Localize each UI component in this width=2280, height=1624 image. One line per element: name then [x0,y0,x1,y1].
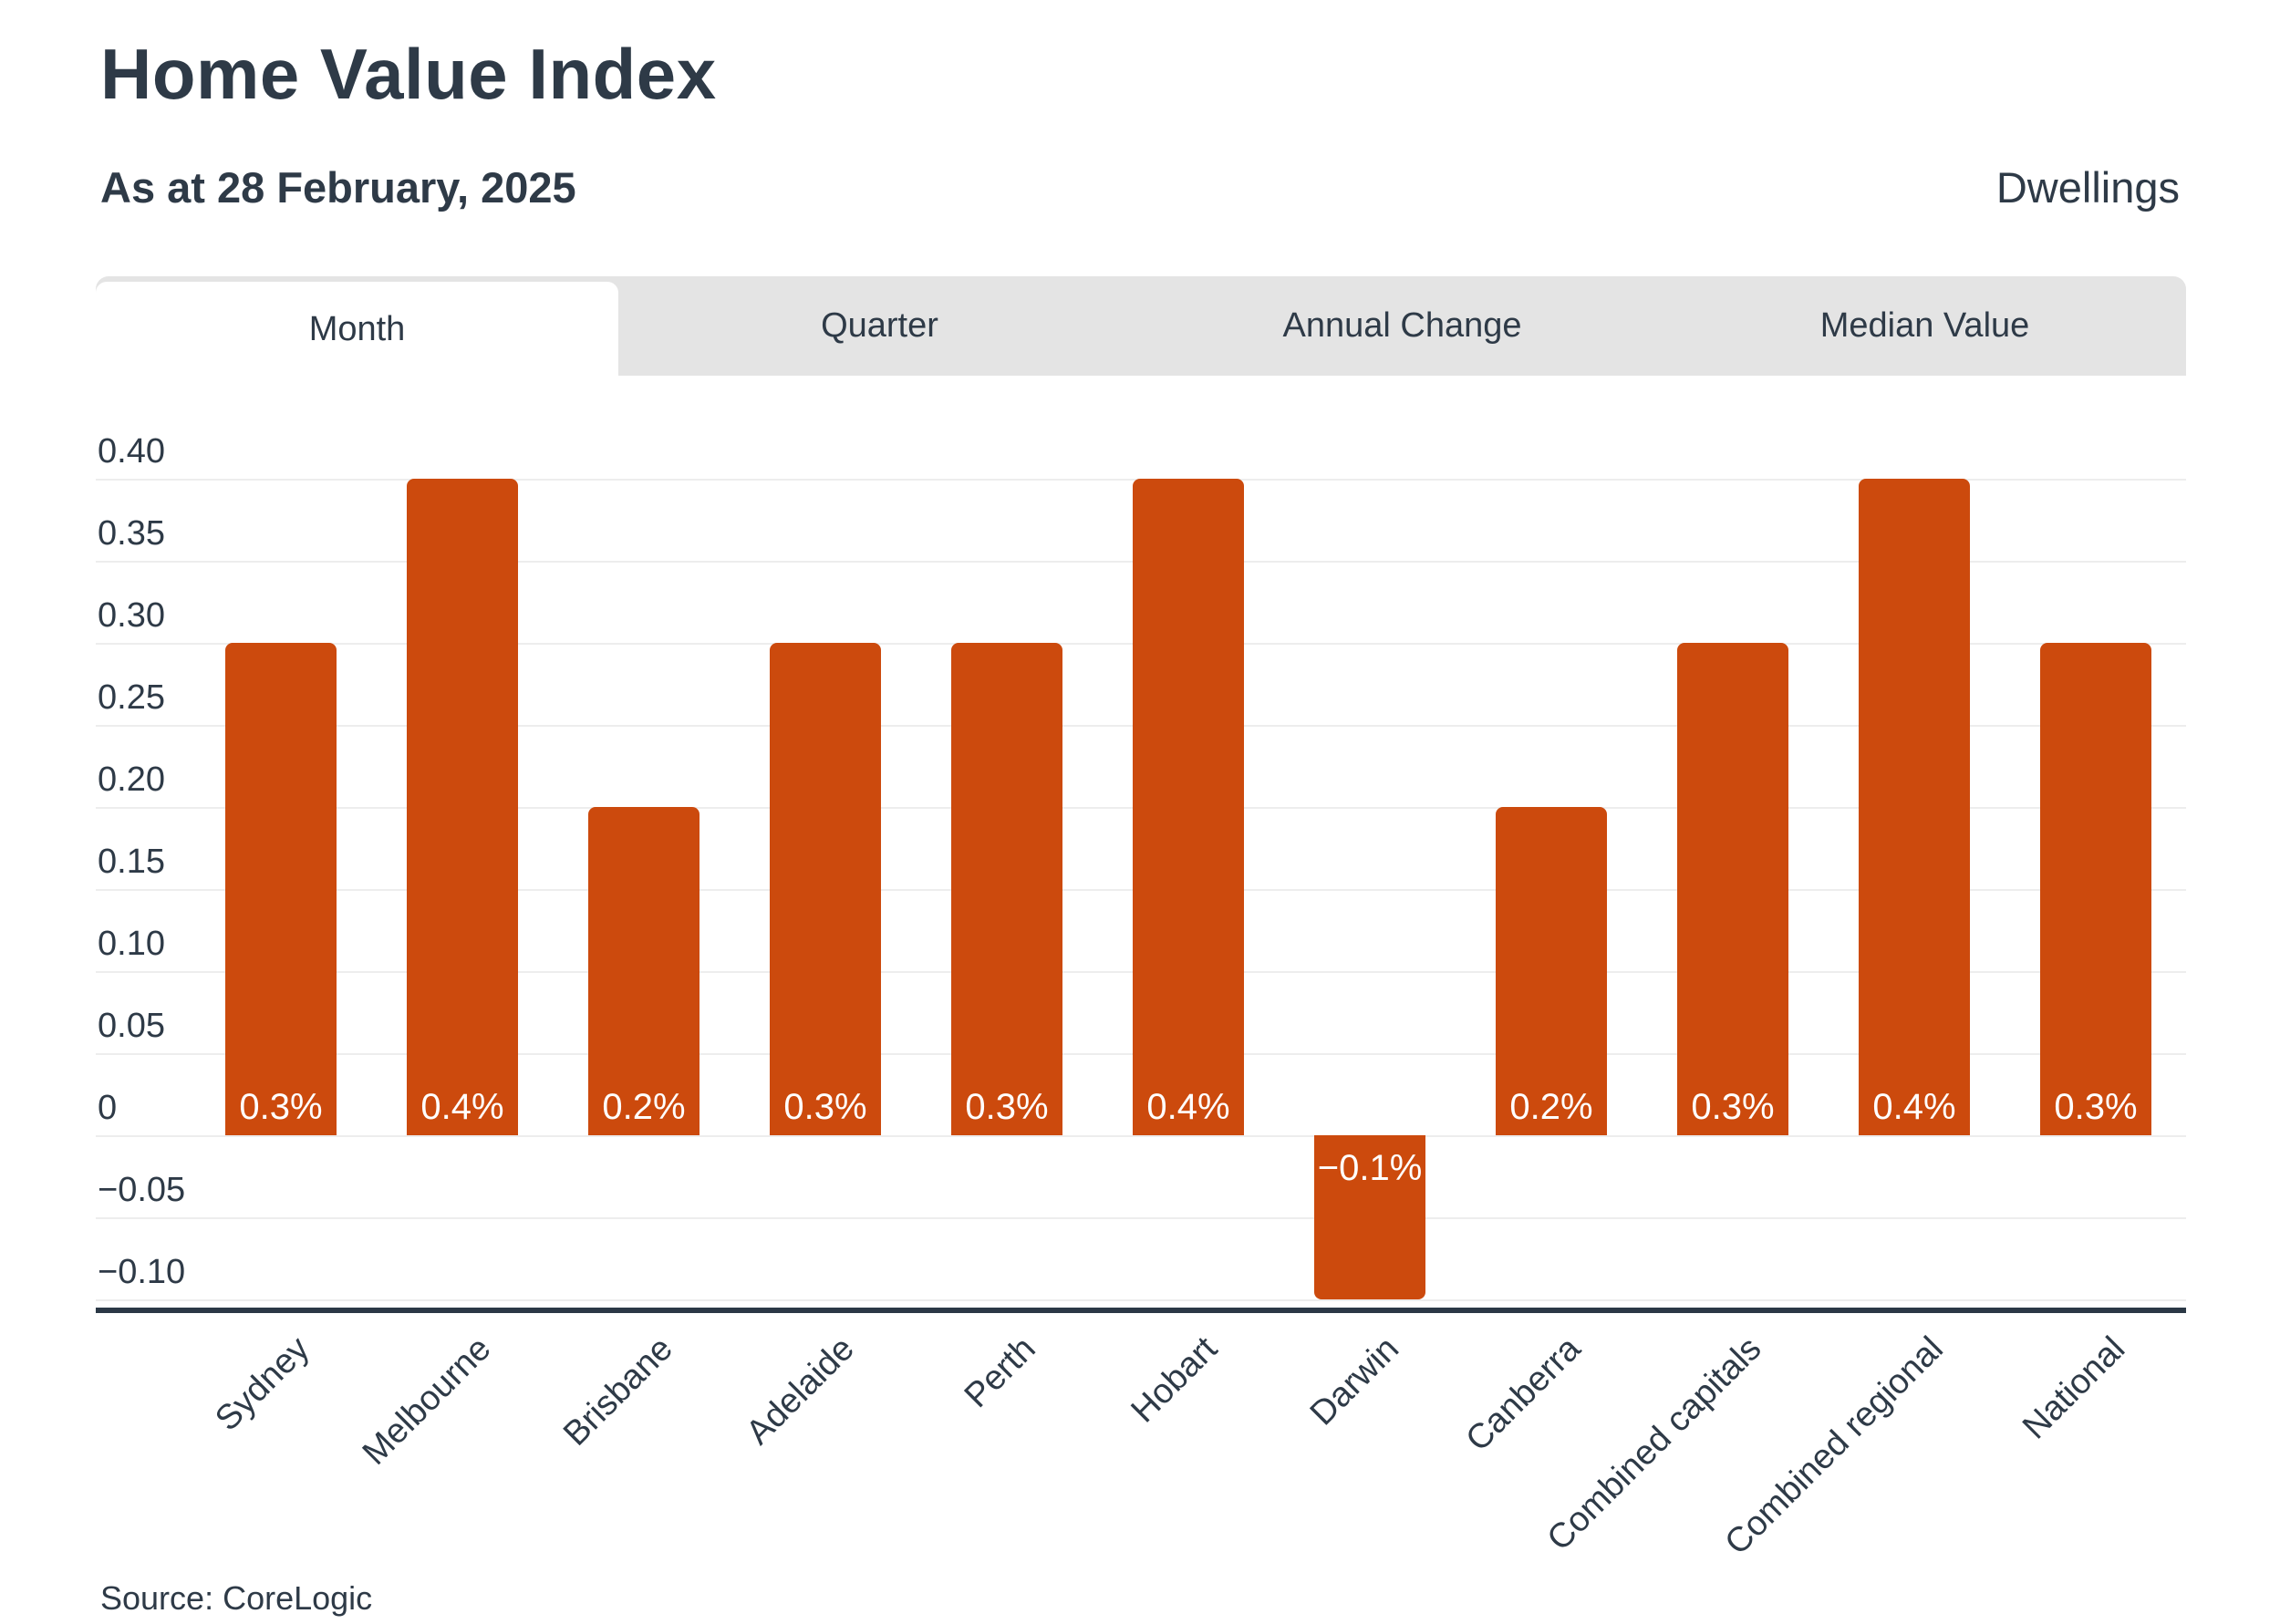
gridline [96,1299,2186,1301]
gridline [96,1217,2186,1219]
bar-hobart: 0.4% [1133,479,1244,1135]
tab-quarter[interactable]: Quarter [618,276,1141,376]
tab-month[interactable]: Month [96,282,618,378]
bar-national: 0.3% [2040,643,2151,1135]
bar-value-label: 0.3% [965,1087,1049,1127]
y-axis-tick-label: −0.05 [98,1171,186,1209]
bar-value-label: 0.3% [2054,1087,2138,1127]
tab-label: Month [308,310,406,348]
dwellings-label: Dwellings [1995,163,2180,212]
y-axis-tick-label: 0.10 [98,925,165,963]
bar-value-label: −0.1% [1317,1148,1423,1188]
bar-value-label: 0.4% [1146,1087,1230,1127]
bar-value-label: 0.2% [1509,1087,1593,1127]
x-axis-label-darwin: Darwin [1302,1329,1406,1433]
x-axis-label-hobart: Hobart [1124,1329,1225,1431]
y-axis-tick-label: 0.30 [98,596,165,635]
x-axis-label-melbourne: Melbourne [356,1329,499,1473]
tab-label: Annual Change [1282,306,1522,345]
y-axis-tick-label: 0.05 [98,1007,165,1045]
y-axis-tick-label: 0.25 [98,678,165,717]
y-axis-tick-label: 0.20 [98,760,165,799]
bar-sydney: 0.3% [225,643,337,1135]
bar-melbourne: 0.4% [407,479,518,1135]
subtitle-row: As at 28 February, 2025 Dwellings [100,162,2180,219]
y-axis-tick-label: 0.40 [98,432,165,471]
x-axis-label-sydney: Sydney [208,1329,317,1439]
x-axis-line [96,1308,2186,1313]
x-axis-label-canberra: Canberra [1458,1329,1588,1459]
bar-value-label: 0.3% [239,1087,323,1127]
x-axis-label-brisbane: Brisbane [556,1329,680,1453]
bar-brisbane: 0.2% [588,807,700,1135]
bar-perth: 0.3% [951,643,1062,1135]
y-axis-tick-label: 0 [98,1089,118,1127]
y-axis-tick-label: −0.10 [98,1253,186,1291]
bar-combined-capitals: 0.3% [1677,643,1788,1135]
as-at-date: As at 28 February, 2025 [100,163,576,212]
bar-canberra: 0.2% [1496,807,1607,1135]
tab-median-value[interactable]: Median Value [1663,276,2186,376]
bar-value-label: 0.2% [602,1087,686,1127]
tab-annual-change[interactable]: Annual Change [1141,276,1663,376]
source-note: Source: CoreLogic [100,1579,373,1617]
bar-combined-regional: 0.4% [1859,479,1970,1135]
bar-value-label: 0.4% [1872,1087,1956,1127]
bar-adelaide: 0.3% [770,643,881,1135]
bar-value-label: 0.3% [1691,1087,1775,1127]
x-axis-label-perth: Perth [957,1329,1043,1416]
y-axis-tick-label: 0.15 [98,843,165,881]
x-axis-label-national: National [2015,1329,2132,1447]
bar-value-label: 0.4% [420,1087,504,1127]
gridline [96,1135,2186,1137]
tab-bar: Month Quarter Annual Change Median Value [96,276,2186,378]
bar-darwin: −0.1% [1314,1135,1425,1299]
tab-label: Median Value [1819,306,2030,345]
tab-label: Quarter [821,306,938,345]
x-axis-label-adelaide: Adelaide [739,1329,862,1453]
page-title: Home Value Index [100,34,717,114]
bar-value-label: 0.3% [783,1087,867,1127]
y-axis-tick-label: 0.35 [98,514,165,553]
